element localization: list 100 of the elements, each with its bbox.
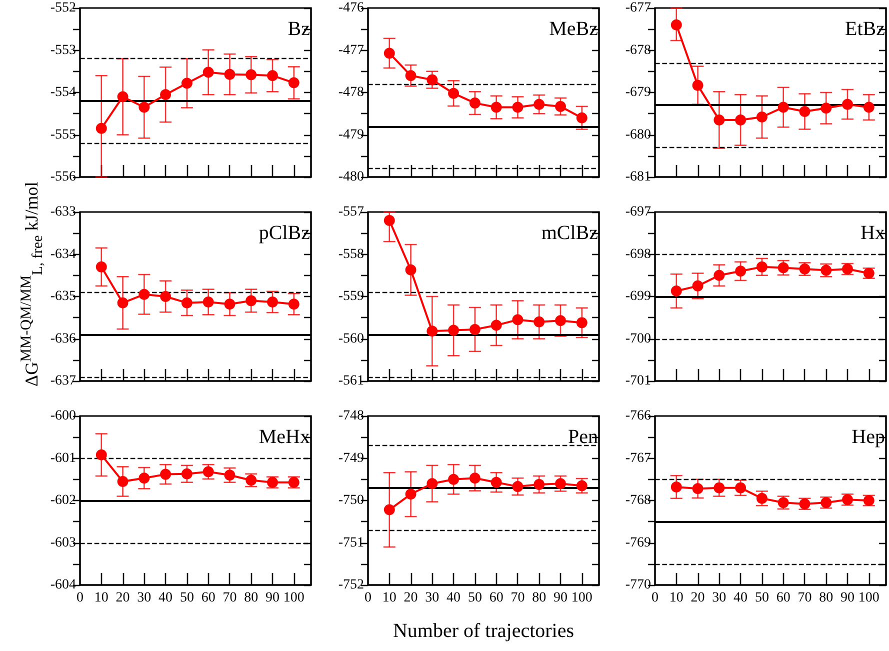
point — [405, 70, 416, 82]
x-tick-label: 100 — [571, 590, 592, 606]
x-tick-label: 20 — [116, 590, 130, 606]
point — [842, 98, 853, 110]
point — [405, 264, 416, 276]
y-tick-label: -554 — [50, 85, 76, 100]
y-tick-label: -752 — [338, 578, 364, 592]
point — [555, 478, 566, 490]
x-tick-label: 0 — [76, 590, 84, 606]
point — [448, 88, 460, 99]
text: MeHx — [258, 426, 310, 448]
point — [490, 476, 502, 488]
x-tick-label: 100 — [858, 590, 880, 606]
point — [224, 470, 236, 481]
point — [490, 320, 502, 331]
point — [288, 77, 300, 88]
y-tick-label: -633 — [50, 204, 76, 220]
y-tick-label: -480 — [338, 170, 364, 184]
y-tick-label: -637 — [50, 374, 76, 388]
y-tick-label: -477 — [338, 42, 364, 58]
text: MeBz — [549, 18, 598, 40]
point — [735, 482, 746, 494]
y-tick-label: -557 — [338, 204, 364, 220]
point — [384, 504, 395, 516]
point — [117, 297, 128, 308]
point — [469, 324, 480, 335]
x-tick-label: 80 — [532, 590, 546, 606]
point — [576, 480, 588, 492]
x-tick-label: 20 — [404, 590, 418, 606]
x-tick-label: 90 — [554, 590, 568, 606]
x-tick-label: 0 — [364, 590, 372, 606]
x-tick-label: 10 — [382, 590, 396, 606]
point — [160, 468, 172, 480]
x-tick-label: 80 — [819, 590, 834, 606]
y-tick-label: -600 — [50, 408, 76, 424]
point — [426, 326, 438, 337]
y-tick-label: -749 — [338, 450, 364, 466]
point — [384, 48, 395, 59]
point — [735, 114, 746, 126]
y-tick-label: -634 — [50, 246, 76, 262]
y-tick-label: -604 — [50, 578, 76, 592]
y-tick-label: -679 — [625, 85, 651, 100]
point — [756, 261, 768, 272]
y-tick-label: -552 — [50, 0, 76, 16]
point — [202, 66, 214, 78]
y-tick-label: -701 — [625, 374, 651, 388]
point — [670, 19, 682, 30]
x-tick-label: 90 — [266, 590, 280, 606]
text: Pen — [568, 426, 598, 448]
x-tick-label: 70 — [510, 590, 525, 606]
x-tick-label: 50 — [754, 590, 769, 606]
point — [692, 80, 704, 91]
point — [224, 298, 236, 310]
point — [692, 280, 704, 292]
text: EtBz — [845, 18, 886, 40]
y-tick-label: -553 — [50, 42, 76, 58]
point — [96, 261, 107, 272]
point — [714, 114, 725, 126]
y-tick-label: -636 — [50, 331, 76, 346]
point — [181, 78, 192, 89]
y-tick-label: -700 — [625, 331, 651, 346]
y-tick-label: -680 — [625, 127, 651, 142]
text: pClBz — [258, 222, 310, 244]
x-tick-label: 50 — [468, 590, 482, 606]
point — [96, 122, 107, 134]
y-tick-label: -556 — [50, 170, 76, 184]
y-tick-label: -479 — [338, 127, 364, 142]
point — [820, 102, 832, 114]
point — [778, 102, 789, 113]
point — [778, 262, 789, 274]
point — [384, 214, 395, 226]
point — [138, 102, 150, 113]
x-tick-label: 0 — [652, 590, 658, 606]
x-tick-label: 30 — [137, 590, 152, 606]
y-tick-label: -699 — [625, 289, 651, 304]
point — [534, 316, 545, 328]
point — [96, 449, 107, 460]
point — [670, 286, 682, 297]
point — [405, 488, 416, 500]
x-tick-label: 10 — [669, 590, 684, 606]
point — [202, 296, 214, 308]
y-tick-label: -697 — [625, 204, 651, 220]
x-tick-label: 10 — [94, 590, 108, 606]
x-tick-label: 90 — [840, 590, 854, 606]
point — [267, 296, 278, 308]
y-tick-label: -681 — [625, 170, 651, 184]
point — [756, 492, 768, 504]
point — [534, 98, 545, 110]
point — [756, 112, 768, 122]
point — [469, 472, 480, 484]
point — [138, 288, 150, 300]
point — [469, 98, 480, 109]
y-tick-label: -751 — [338, 535, 364, 550]
point — [117, 476, 128, 487]
point — [555, 100, 566, 112]
point — [246, 69, 257, 80]
x-tick-label: 30 — [425, 590, 440, 606]
y-tick-label: -560 — [338, 331, 364, 346]
point — [735, 266, 746, 277]
point — [224, 68, 236, 80]
